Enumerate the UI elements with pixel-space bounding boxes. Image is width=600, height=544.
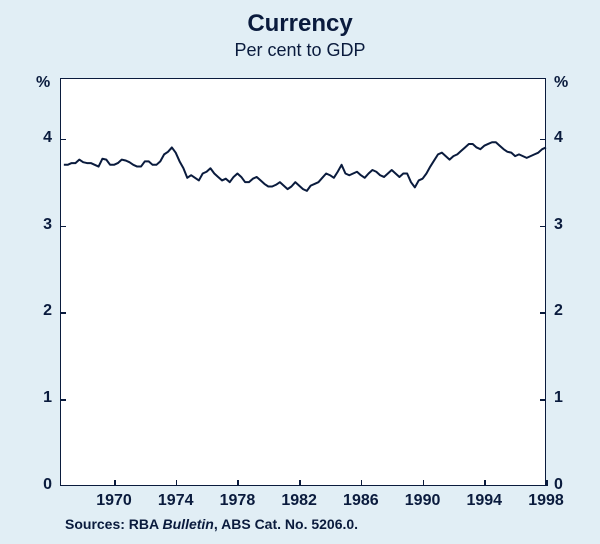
sources-italic: Bulletin (163, 516, 214, 532)
ytick-mark (60, 226, 66, 228)
chart-container: Currency Per cent to GDP Sources: RBA Bu… (0, 0, 600, 544)
xtick-mark (299, 480, 301, 486)
xtick-mark (546, 480, 548, 486)
xtick-mark (484, 480, 486, 486)
xtick-label: 1986 (343, 492, 379, 510)
ytick-left: 1 (43, 389, 52, 407)
ytick-right: 2 (554, 302, 563, 320)
xtick-mark (114, 480, 116, 486)
line-series (0, 0, 600, 544)
ytick-left: 3 (43, 216, 52, 234)
ytick-left: 2 (43, 302, 52, 320)
ytick-mark (60, 312, 66, 314)
xtick-label: 1990 (405, 492, 441, 510)
ytick-left: 4 (43, 129, 52, 147)
xtick-label: 1998 (528, 492, 564, 510)
ytick-mark (540, 226, 546, 228)
xtick-label: 1982 (281, 492, 317, 510)
xtick-label: 1978 (220, 492, 256, 510)
ytick-right: 4 (554, 129, 563, 147)
xtick-mark (423, 480, 425, 486)
sources-prefix: Sources: RBA (65, 516, 163, 532)
xtick-label: 1974 (158, 492, 194, 510)
ytick-mark (60, 139, 66, 141)
ytick-mark (540, 399, 546, 401)
series-line (64, 142, 546, 191)
sources-suffix: , ABS Cat. No. 5206.0. (214, 516, 358, 532)
xtick-mark (237, 480, 239, 486)
ytick-right: 3 (554, 216, 563, 234)
ytick-right: 1 (554, 389, 563, 407)
xtick-label: 1994 (466, 492, 502, 510)
ytick-mark (540, 139, 546, 141)
xtick-label: 1970 (96, 492, 132, 510)
y-unit-left: % (36, 74, 50, 92)
xtick-mark (361, 480, 363, 486)
xtick-mark (176, 480, 178, 486)
ytick-mark (60, 399, 66, 401)
ytick-left: 0 (43, 476, 52, 494)
sources-line: Sources: RBA Bulletin, ABS Cat. No. 5206… (65, 516, 358, 532)
ytick-mark (540, 312, 546, 314)
y-unit-right: % (554, 74, 568, 92)
